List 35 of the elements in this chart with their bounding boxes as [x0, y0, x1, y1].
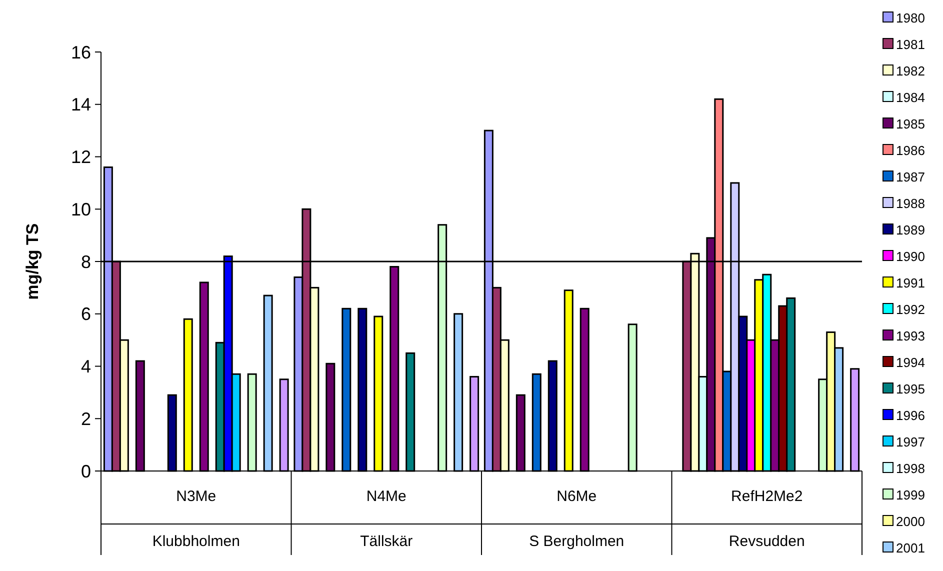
y-tick-label: 6 — [80, 304, 91, 324]
legend-label: 1997 — [896, 434, 925, 450]
legend-label: 1992 — [896, 302, 925, 318]
legend-label: 1985 — [896, 116, 925, 132]
legend-label: 1991 — [896, 276, 925, 291]
legend-label: 1987 — [896, 170, 925, 185]
y-tick-label: 14 — [70, 94, 91, 115]
category-label: N6Me S Bergholmen — [529, 488, 624, 550]
category-label: N3Me Klubbholmen — [152, 488, 240, 550]
legend-label: 1998 — [896, 461, 925, 476]
y-tick-label: 8 — [80, 252, 91, 272]
legend-label: 1980 — [896, 10, 925, 26]
y-tick-label: 4 — [80, 356, 91, 377]
legend-label: 1999 — [896, 488, 925, 503]
category-label: RefH2Me2 Revsudden — [728, 488, 805, 550]
y-tick-label: 10 — [70, 199, 91, 220]
y-tick-label: 16 — [70, 42, 91, 62]
legend-label: 1988 — [896, 196, 925, 212]
y-tick-label: 0 — [80, 461, 91, 482]
legend-label: 1986 — [896, 143, 925, 158]
y-axis-title: mg/kg TS — [23, 223, 42, 300]
legend-label: 1993 — [896, 328, 925, 344]
y-tick-label: 12 — [70, 147, 91, 168]
legend-label: 1995 — [896, 382, 925, 397]
legend-label: 1981 — [896, 37, 925, 52]
category-label: N4Me Tällskär — [360, 488, 413, 550]
legend-label: 1990 — [896, 249, 925, 264]
legend-label: 2000 — [896, 514, 925, 530]
y-tick-label: 2 — [80, 408, 91, 429]
legend-label: 1982 — [896, 64, 925, 79]
legend-label: 1996 — [896, 408, 925, 424]
legend-label: 1989 — [896, 222, 925, 238]
legend-label: 1994 — [896, 355, 925, 370]
legend-label: 2001 — [896, 540, 925, 556]
legend-label: 1984 — [896, 90, 925, 106]
